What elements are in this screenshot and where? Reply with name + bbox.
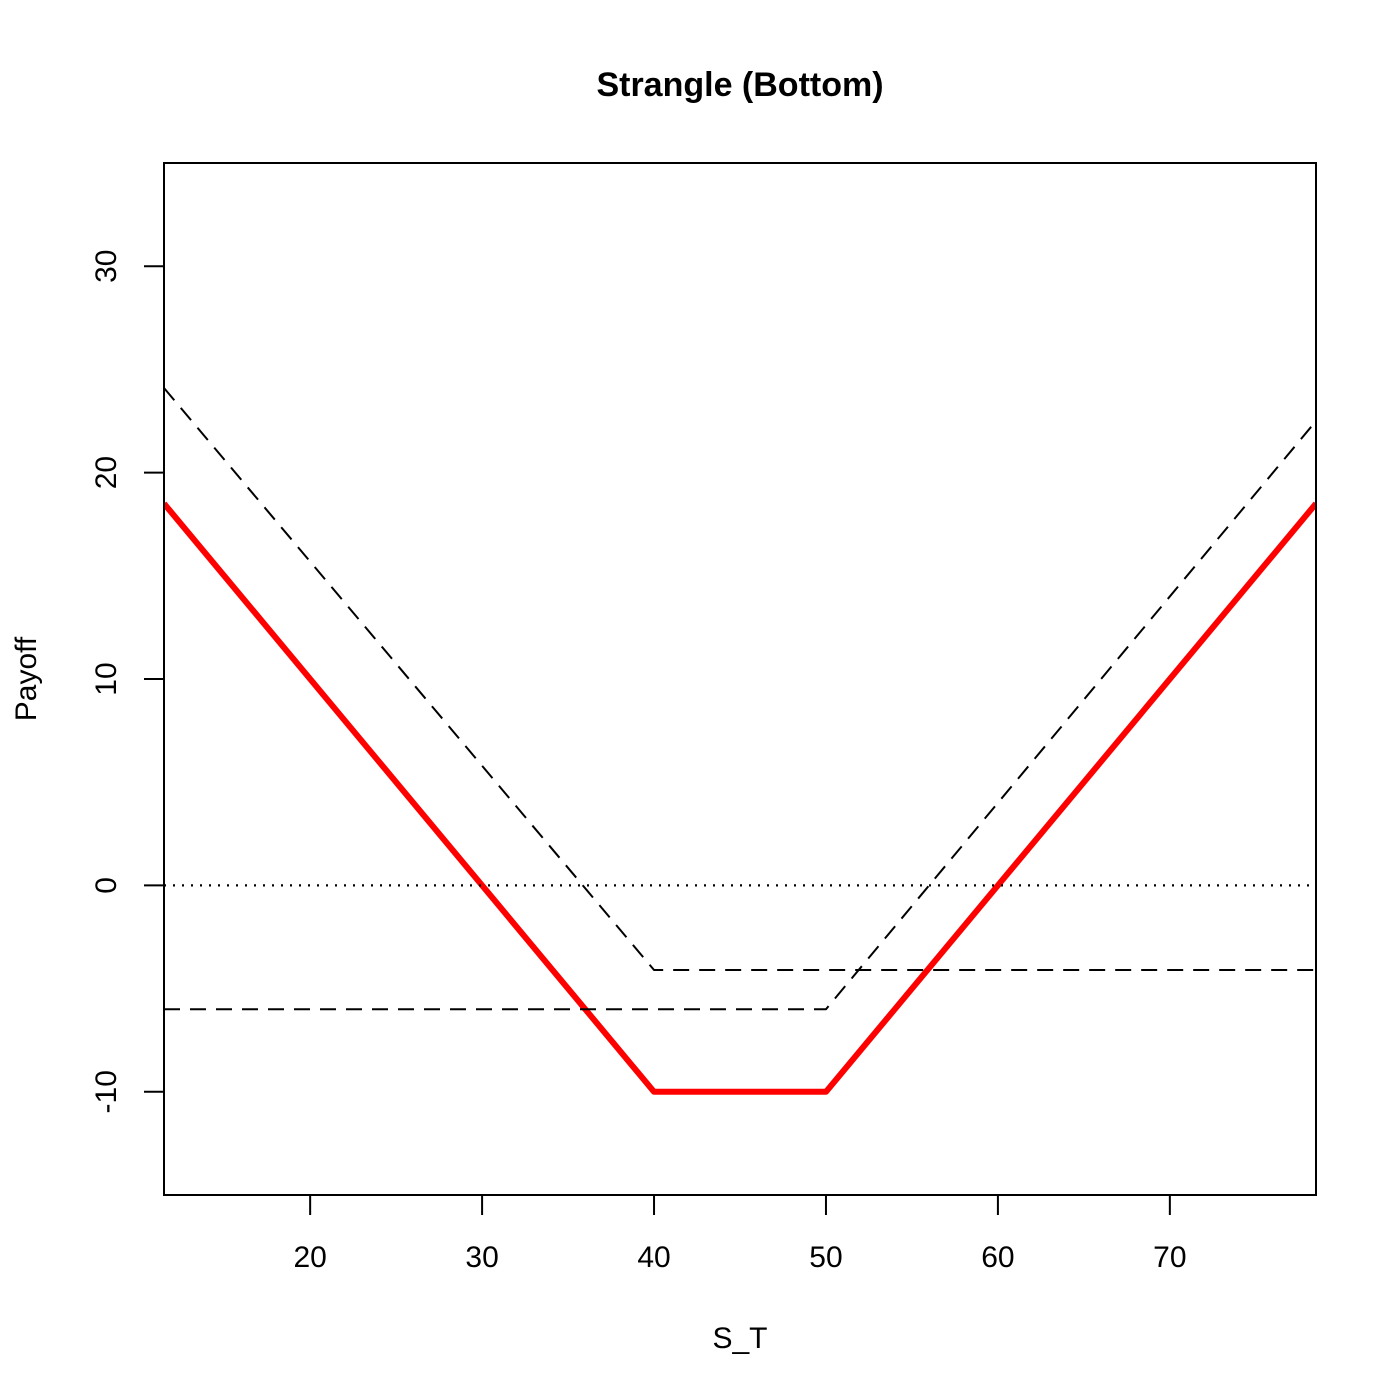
y-tick-label: 20 bbox=[90, 456, 123, 489]
x-tick-label: 50 bbox=[809, 1241, 842, 1274]
series-line-1-solid bbox=[164, 501, 1316, 1095]
y-tick-label: 10 bbox=[90, 662, 123, 695]
y-tick-label: -10 bbox=[90, 1070, 123, 1113]
x-axis-title: S_T bbox=[712, 1322, 767, 1355]
x-tick-label: 20 bbox=[293, 1241, 326, 1274]
series-line-3-dashed bbox=[164, 420, 1316, 1011]
y-axis: -10 0 10 20 30 bbox=[90, 250, 165, 1113]
x-tick-label: 30 bbox=[465, 1241, 498, 1274]
x-axis: 20 30 40 50 60 70 bbox=[293, 1194, 1187, 1274]
x-tick-label: 70 bbox=[1153, 1241, 1186, 1274]
x-tick-label: 40 bbox=[637, 1241, 670, 1274]
plot-frame bbox=[163, 162, 1317, 1196]
y-axis-title: Payoff bbox=[10, 636, 43, 721]
chart-title: Strangle (Bottom) bbox=[596, 66, 883, 104]
series-layer bbox=[164, 387, 1316, 1095]
y-tick-label: 30 bbox=[90, 250, 123, 283]
series-line-2-dashed bbox=[164, 387, 1316, 972]
x-tick-label: 60 bbox=[981, 1241, 1014, 1274]
y-tick-label: 0 bbox=[90, 877, 123, 894]
